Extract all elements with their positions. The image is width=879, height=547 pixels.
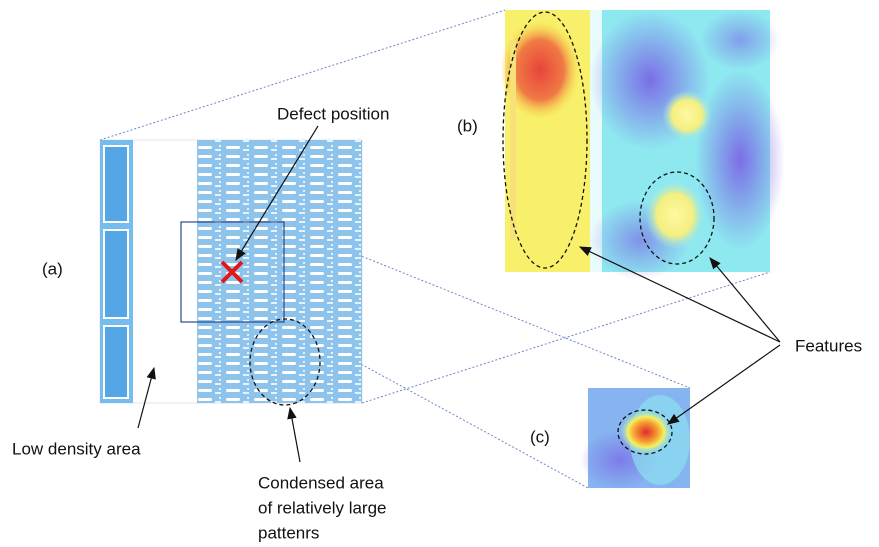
annotation: Low density area: [12, 439, 141, 458]
annotation: of relatively large: [258, 498, 387, 517]
panel-label: (c): [530, 427, 550, 446]
annotation: Condensed area: [258, 473, 384, 492]
annotation: Features: [795, 336, 862, 355]
annotation: pattenrs: [258, 523, 319, 542]
arrow: [668, 345, 780, 424]
panel-c: [580, 388, 690, 490]
connector: [362, 272, 770, 403]
panel-label: (a): [42, 259, 63, 278]
arrow: [290, 408, 300, 462]
panel-a: [100, 140, 362, 405]
figure: (a) (b) (c) Defect position Features Low…: [0, 0, 879, 547]
panel-b: [500, 10, 785, 280]
annotation: Defect position: [277, 104, 389, 123]
panel-label: (b): [457, 116, 478, 135]
